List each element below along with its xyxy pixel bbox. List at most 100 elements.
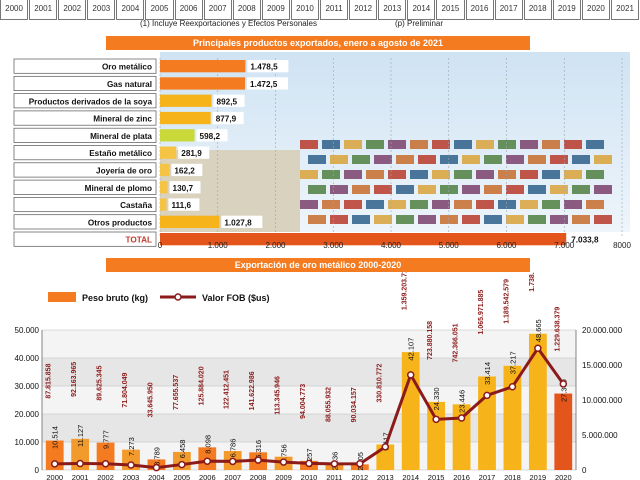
- container-block: [506, 215, 524, 224]
- x-tick-label: 2018: [504, 473, 521, 480]
- container-block: [300, 200, 318, 209]
- container-block: [542, 140, 560, 149]
- bar-peso: [427, 401, 446, 470]
- year-strip-item: 2014: [407, 0, 436, 20]
- container-block: [520, 140, 538, 149]
- gold-export-combo-chart: Peso bruto (kg) Valor FOB ($us) 10.514 11.…: [15, 272, 623, 480]
- container-block: [352, 185, 370, 194]
- container-block: [388, 200, 406, 209]
- fob-value-label: 141.622.986: [249, 371, 256, 410]
- value-label-box: [247, 60, 289, 73]
- category-label-box: [13, 179, 157, 195]
- bar: [160, 198, 167, 211]
- fob-marker: [508, 382, 517, 391]
- category-label: Joyería de oro: [96, 166, 152, 175]
- container-block: [374, 155, 392, 164]
- y-left-tick-label: 20.000: [15, 410, 40, 419]
- container-block: [410, 170, 428, 179]
- x-tick-label: 2009: [275, 473, 292, 480]
- fob-value-label: 742.366.051: [453, 323, 460, 362]
- fob-marker: [228, 457, 237, 466]
- value-label-box: [221, 215, 263, 228]
- value-label-box: [171, 163, 203, 177]
- value-label-box: [178, 146, 210, 159]
- value-label: 130,7: [173, 184, 194, 193]
- legend-swatch-peso: [48, 292, 76, 302]
- fob-value-label: 94.004.773: [300, 384, 307, 419]
- x-tick-label: 2016: [453, 473, 470, 480]
- category-label: TOTAL: [125, 236, 152, 245]
- x-tick-label: 0: [158, 241, 163, 250]
- bar-value-label: 23.446: [458, 390, 467, 413]
- container-block: [366, 170, 384, 179]
- container-block: [300, 140, 318, 149]
- year-strip-item: 2006: [174, 0, 203, 20]
- bar: [160, 129, 195, 142]
- products-chart-title: Principales productos exportados, enero …: [106, 36, 530, 50]
- footnote-reexport: (1) Incluye Reexportaciones y Efectos Pe…: [140, 19, 317, 28]
- category-label-box: [13, 197, 157, 213]
- container-block: [300, 170, 318, 179]
- fob-marker: [406, 371, 415, 379]
- container-block: [322, 200, 340, 209]
- x-tick-label: 2012: [352, 473, 369, 480]
- y-left-tick-label: 0: [35, 466, 40, 475]
- fob-value-label: 89.625.345: [97, 365, 104, 400]
- container-block: [432, 200, 450, 209]
- container-block: [322, 170, 340, 179]
- category-label-box: [13, 162, 157, 178]
- bar: [160, 60, 246, 73]
- container-block: [564, 170, 582, 179]
- container-block: [454, 200, 472, 209]
- container-block: [462, 155, 480, 164]
- category-label-box: [13, 58, 157, 74]
- category-label: Mineral de plomo: [85, 184, 152, 193]
- category-label-box: [13, 93, 157, 109]
- container-block: [594, 155, 612, 164]
- bar: [160, 163, 170, 177]
- category-label-box: [13, 127, 157, 143]
- value-label: 162,2: [174, 166, 195, 175]
- year-strip-item: 2000: [0, 0, 29, 20]
- container-block: [594, 185, 612, 194]
- fob-value-label: 723.880.158: [427, 321, 434, 360]
- container-block: [528, 215, 546, 224]
- legend-marker-fob: [174, 293, 182, 301]
- bar-value-label: 42.107: [407, 338, 416, 361]
- fob-value-label: 1.065.971.885: [478, 290, 485, 335]
- year-strip-item: 2021: [610, 0, 640, 20]
- container-block: [498, 140, 516, 149]
- container-block: [352, 215, 370, 224]
- container-block: [396, 155, 414, 164]
- x-tick-label: 2017: [479, 473, 496, 480]
- value-label-box: [168, 198, 200, 211]
- fob-marker: [381, 443, 390, 451]
- container-block: [586, 140, 604, 149]
- container-block: [432, 170, 450, 179]
- container-block: [586, 170, 604, 179]
- x-tick-label: 2000: [46, 473, 63, 480]
- gold-chart-title: Exportación de oro metálico 2000-2020: [106, 258, 530, 272]
- year-strip-item: 2002: [58, 0, 87, 20]
- x-tick-label: 3.000: [323, 241, 344, 250]
- container-block: [330, 155, 348, 164]
- container-block: [550, 155, 568, 164]
- fob-marker: [127, 461, 135, 469]
- bar: [160, 111, 211, 125]
- y-left-tick-label: 40.000: [15, 354, 40, 363]
- fob-value-label: 122.412.451: [224, 370, 231, 409]
- container-block: [520, 200, 538, 209]
- category-label: Mineral de plata: [90, 132, 152, 141]
- value-label-box: [196, 129, 228, 142]
- x-tick-label: 2007: [224, 473, 241, 480]
- category-label: Oro metálico: [102, 63, 152, 72]
- x-tick-label: 2004: [148, 473, 165, 480]
- bar-value-label: 48.665: [534, 319, 543, 342]
- grid-band: [42, 330, 576, 358]
- value-label: 598,2: [200, 132, 221, 141]
- value-label: 1.027,8: [224, 218, 252, 227]
- container-block: [462, 215, 480, 224]
- container-block: [498, 200, 516, 209]
- fob-marker: [432, 415, 440, 424]
- value-label: 7.033,8: [571, 236, 599, 245]
